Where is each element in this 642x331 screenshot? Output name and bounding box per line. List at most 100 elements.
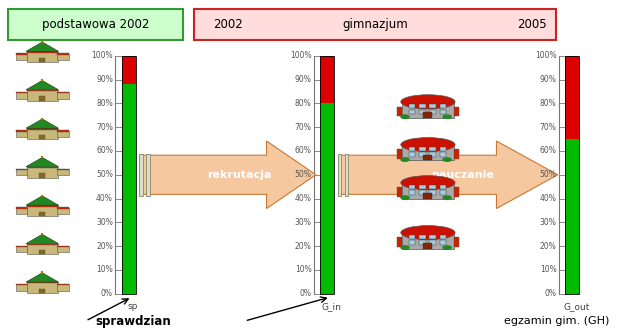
Bar xyxy=(27,128,58,130)
Bar xyxy=(345,154,348,196)
Bar xyxy=(27,51,58,53)
Circle shape xyxy=(442,114,452,119)
Text: G_in: G_in xyxy=(322,302,342,311)
Bar xyxy=(409,235,415,239)
Ellipse shape xyxy=(401,95,455,109)
Polygon shape xyxy=(26,234,58,244)
Polygon shape xyxy=(339,141,558,209)
Polygon shape xyxy=(26,42,58,51)
Bar xyxy=(419,191,426,195)
Bar xyxy=(27,282,58,283)
Bar xyxy=(15,284,28,285)
Bar xyxy=(397,187,402,197)
Bar xyxy=(397,237,402,247)
Bar xyxy=(27,244,58,255)
Text: 30%: 30% xyxy=(540,218,557,227)
Bar xyxy=(57,246,69,252)
Circle shape xyxy=(442,157,452,162)
Bar xyxy=(402,102,454,118)
Ellipse shape xyxy=(401,226,455,240)
Bar xyxy=(39,212,45,216)
Bar xyxy=(15,54,28,60)
Bar xyxy=(39,96,45,101)
Text: rekrutacja: rekrutacja xyxy=(207,170,272,180)
Text: gimnazjum: gimnazjum xyxy=(342,18,408,31)
Polygon shape xyxy=(26,196,58,205)
Bar xyxy=(419,240,426,245)
Bar xyxy=(409,110,415,114)
Bar xyxy=(57,284,69,291)
Text: 60%: 60% xyxy=(540,147,557,156)
Bar xyxy=(15,131,28,137)
Bar xyxy=(15,169,28,170)
Bar xyxy=(409,147,415,151)
Bar xyxy=(429,104,436,109)
Bar xyxy=(440,104,446,109)
Bar xyxy=(424,193,432,199)
Bar xyxy=(440,110,446,114)
Bar xyxy=(27,244,58,245)
Bar xyxy=(27,206,58,216)
Bar xyxy=(39,289,45,293)
Bar xyxy=(39,58,45,62)
Text: 2005: 2005 xyxy=(517,18,547,31)
Bar xyxy=(27,282,58,293)
Bar xyxy=(15,208,28,214)
Text: 0%: 0% xyxy=(544,289,557,298)
Bar xyxy=(57,169,69,170)
Bar xyxy=(15,207,28,209)
Text: 100%: 100% xyxy=(91,51,113,60)
Text: 10%: 10% xyxy=(96,265,113,274)
Bar xyxy=(8,9,183,40)
Polygon shape xyxy=(26,273,58,282)
Bar xyxy=(41,233,44,235)
Bar xyxy=(57,131,69,137)
Bar xyxy=(320,56,334,103)
Bar xyxy=(15,92,28,93)
Bar xyxy=(15,246,28,252)
Bar xyxy=(429,235,436,239)
Text: 20%: 20% xyxy=(295,242,311,251)
Polygon shape xyxy=(26,80,58,90)
Bar xyxy=(409,153,415,157)
Bar xyxy=(397,107,402,116)
Bar xyxy=(424,112,432,118)
Circle shape xyxy=(442,245,452,250)
Bar xyxy=(27,128,58,139)
Bar xyxy=(57,208,69,214)
Bar xyxy=(429,153,436,157)
Text: 70%: 70% xyxy=(540,123,557,132)
Bar xyxy=(424,243,432,249)
Bar xyxy=(57,130,69,132)
Text: 40%: 40% xyxy=(295,194,311,203)
Bar xyxy=(146,154,150,196)
Bar xyxy=(440,147,446,151)
Text: podstawowa 2002: podstawowa 2002 xyxy=(42,18,149,31)
Text: 20%: 20% xyxy=(96,242,113,251)
Bar xyxy=(57,284,69,285)
Text: 20%: 20% xyxy=(540,242,557,251)
Circle shape xyxy=(400,195,410,200)
Bar xyxy=(15,284,28,291)
Text: 40%: 40% xyxy=(96,194,113,203)
Bar xyxy=(39,250,45,255)
Bar xyxy=(27,167,58,177)
Bar xyxy=(27,90,58,101)
Polygon shape xyxy=(139,141,316,209)
Bar xyxy=(424,155,432,161)
Bar xyxy=(454,237,459,247)
Bar xyxy=(454,107,459,116)
Bar xyxy=(27,205,58,207)
Bar xyxy=(320,103,334,294)
Text: 80%: 80% xyxy=(295,99,311,108)
Bar xyxy=(15,246,28,247)
Text: 10%: 10% xyxy=(295,265,311,274)
Bar xyxy=(440,153,446,157)
Bar xyxy=(194,9,557,40)
Bar xyxy=(409,240,415,245)
Bar xyxy=(440,240,446,245)
Text: 90%: 90% xyxy=(540,75,557,84)
Bar xyxy=(39,173,45,177)
Bar xyxy=(320,56,334,294)
Bar xyxy=(429,191,436,195)
